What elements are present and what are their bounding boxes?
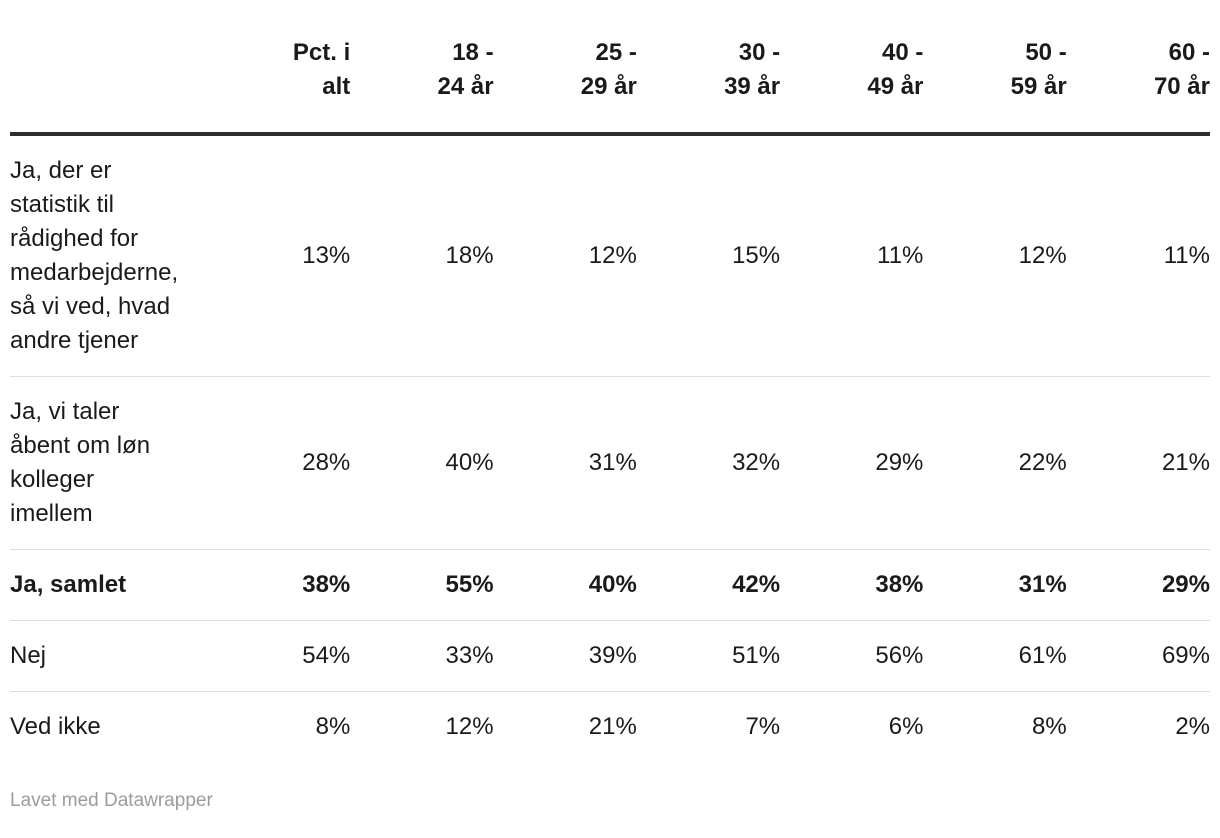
value-cell: 54% <box>207 620 351 692</box>
value-cell: 29% <box>780 376 924 550</box>
value-cell: 39% <box>493 620 637 692</box>
value-cell: 32% <box>636 376 781 550</box>
value-cell: 2% <box>1175 713 1210 740</box>
row-label: Nej <box>10 620 207 692</box>
value-cell: 18% <box>350 134 494 377</box>
value-cell: 33% <box>350 620 494 692</box>
table-row-statistik: Ja, der er statistik til rådighed for me… <box>10 134 1210 377</box>
column-header-30-39: 30 - 39 år <box>636 36 781 136</box>
value-cell: 29% <box>1066 549 1210 621</box>
column-header-50-59: 50 - 59 år <box>923 36 1067 136</box>
column-header-25-29: 25 - 29 år <box>493 36 637 136</box>
column-header-18-24: 18 - 24 år <box>350 36 494 136</box>
value-cell: 28% <box>207 376 351 550</box>
value-cell: 31% <box>493 376 637 550</box>
value-cell: 12% <box>445 713 494 740</box>
row-label: Ja, samlet <box>10 549 207 621</box>
value-cell: 8% <box>1032 713 1067 740</box>
value-cell: 21% <box>1066 376 1210 550</box>
value-cell: 6% <box>888 713 924 740</box>
datawrapper-attribution-link[interactable]: Lavet med Datawrapper <box>10 790 213 811</box>
value-cell: 13% <box>207 134 351 377</box>
value-cell: 38% <box>207 549 351 621</box>
table-row-ja-samlet: Ja, samlet 38% 55% 40% 42% 38% 31% 29% <box>10 549 1210 621</box>
data-table: Pct. i alt 18 - 24 år 25 - 29 år 30 - 39… <box>10 36 1210 762</box>
value-cell: 12% <box>923 134 1067 377</box>
value-cell: 69% <box>1066 620 1210 692</box>
table-header: Pct. i alt 18 - 24 år 25 - 29 år 30 - 39… <box>10 36 1210 136</box>
corner-header-cell <box>10 36 207 136</box>
table-row-taler-aabent: Ja, vi taler åbent om løn kolleger imell… <box>10 376 1210 550</box>
value-cell: 55% <box>350 549 494 621</box>
header-row: Pct. i alt 18 - 24 år 25 - 29 år 30 - 39… <box>10 36 1210 136</box>
table-body: Ja, der er statistik til rådighed for me… <box>10 134 1210 762</box>
value-cell: 11% <box>780 134 924 377</box>
value-cell: 22% <box>923 376 1067 550</box>
value-cell: 15% <box>636 134 781 377</box>
value-cell: 11% <box>1066 134 1210 377</box>
table-row-ved-ikke: Ved ikke 8% 12% 21% 7% 6% 8% 2% <box>10 692 1210 763</box>
row-label: Ved ikke <box>10 713 101 740</box>
column-header-pct-i-alt: Pct. i alt <box>207 36 351 136</box>
value-cell: 12% <box>493 134 637 377</box>
row-label: Ja, vi taler åbent om løn kolleger imell… <box>10 376 207 550</box>
value-cell: 38% <box>780 549 924 621</box>
value-cell: 56% <box>780 620 924 692</box>
value-cell: 40% <box>493 549 637 621</box>
value-cell: 51% <box>636 620 781 692</box>
value-cell: 8% <box>315 713 351 740</box>
value-cell: 21% <box>588 713 637 740</box>
column-header-60-70: 60 - 70 år <box>1066 36 1210 136</box>
value-cell: 40% <box>350 376 494 550</box>
value-cell: 31% <box>923 549 1067 621</box>
value-cell: 42% <box>636 549 781 621</box>
table-row-nej: Nej 54% 33% 39% 51% 56% 61% 69% <box>10 620 1210 692</box>
row-label: Ja, der er statistik til rådighed for me… <box>10 134 207 377</box>
value-cell: 61% <box>923 620 1067 692</box>
value-cell: 7% <box>745 713 781 740</box>
column-header-40-49: 40 - 49 år <box>780 36 924 136</box>
